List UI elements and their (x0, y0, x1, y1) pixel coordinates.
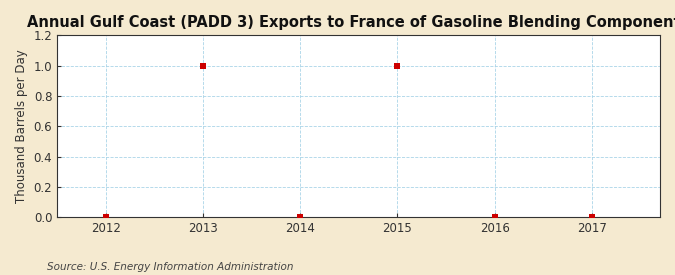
Title: Annual Gulf Coast (PADD 3) Exports to France of Gasoline Blending Components: Annual Gulf Coast (PADD 3) Exports to Fr… (28, 15, 675, 30)
Y-axis label: Thousand Barrels per Day: Thousand Barrels per Day (15, 50, 28, 203)
Text: Source: U.S. Energy Information Administration: Source: U.S. Energy Information Administ… (47, 262, 294, 272)
